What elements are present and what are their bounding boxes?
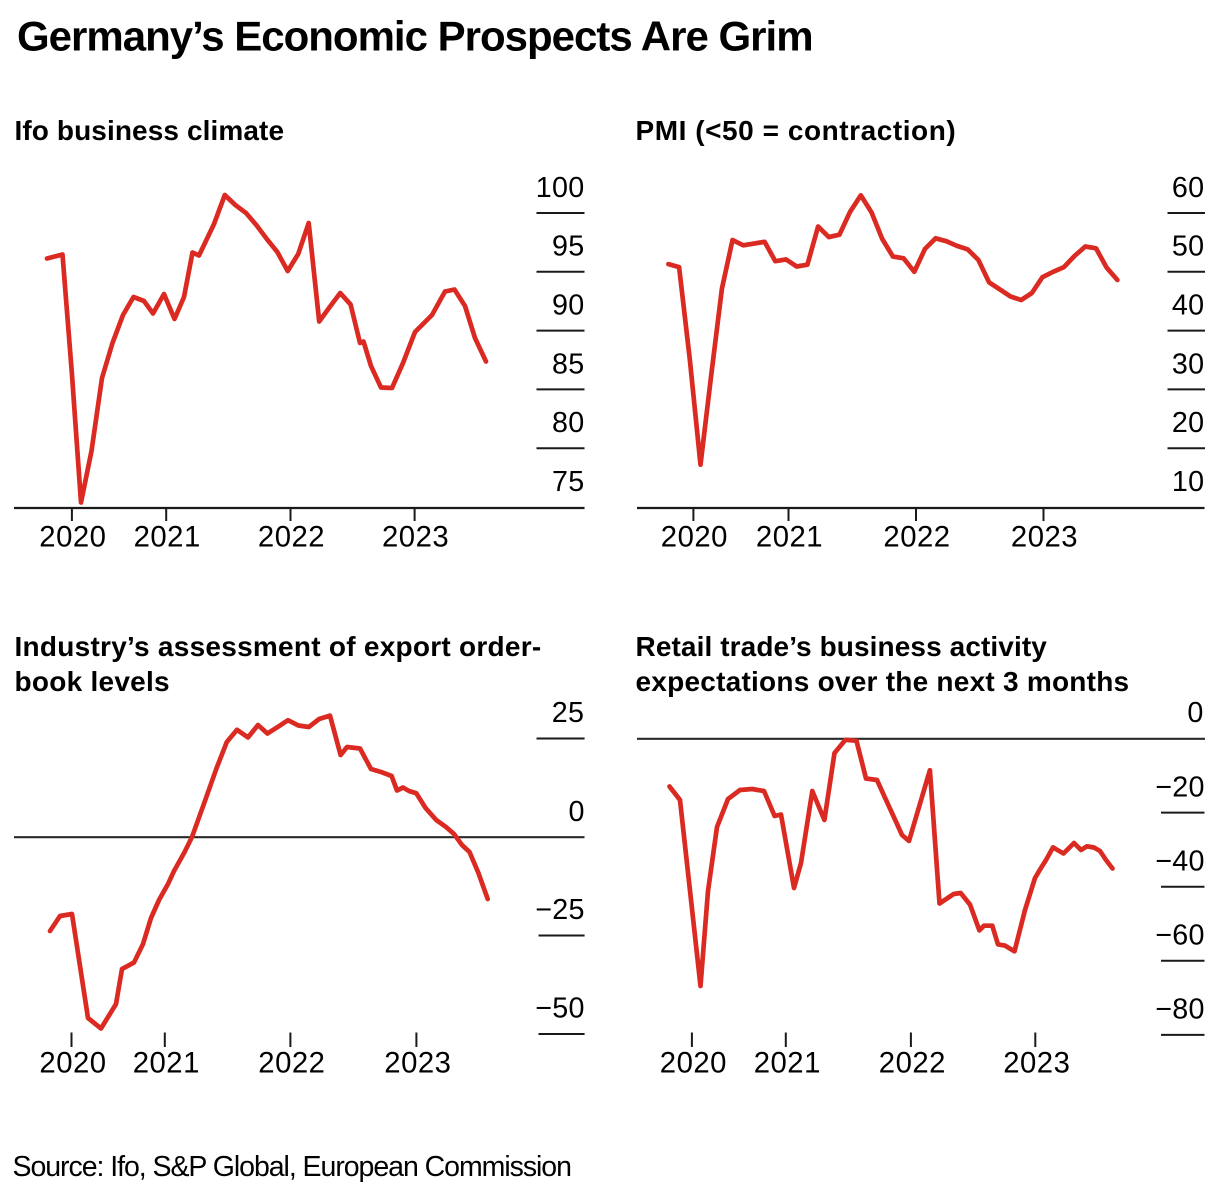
svg-text:−60: −60 xyxy=(1155,920,1205,952)
svg-text:2023: 2023 xyxy=(1011,520,1078,553)
svg-text:−50: −50 xyxy=(535,993,585,1025)
svg-text:90: 90 xyxy=(552,290,585,322)
svg-text:2022: 2022 xyxy=(879,1046,946,1079)
svg-text:2022: 2022 xyxy=(258,1046,325,1079)
svg-text:2023: 2023 xyxy=(382,520,449,553)
svg-text:Ifo business climate: Ifo business climate xyxy=(15,115,285,146)
svg-text:25: 25 xyxy=(552,697,585,729)
svg-text:20: 20 xyxy=(1172,407,1205,439)
svg-text:Germany’s Economic Prospects A: Germany’s Economic Prospects Are Grim xyxy=(17,13,813,60)
svg-text:2021: 2021 xyxy=(133,1046,200,1079)
svg-text:95: 95 xyxy=(552,231,585,263)
svg-text:85: 85 xyxy=(552,348,585,380)
svg-text:−80: −80 xyxy=(1155,994,1205,1026)
svg-text:book levels: book levels xyxy=(15,666,170,697)
svg-text:0: 0 xyxy=(1187,697,1203,729)
svg-text:Industry’s assessment of expor: Industry’s assessment of export order- xyxy=(15,631,542,662)
svg-text:75: 75 xyxy=(552,466,585,498)
svg-text:10: 10 xyxy=(1172,466,1205,498)
svg-text:expectations over the next 3 m: expectations over the next 3 months xyxy=(636,666,1130,697)
svg-text:2021: 2021 xyxy=(756,520,823,553)
svg-text:−20: −20 xyxy=(1155,771,1205,803)
svg-text:2022: 2022 xyxy=(258,520,325,553)
svg-text:−40: −40 xyxy=(1155,845,1205,877)
svg-text:100: 100 xyxy=(536,172,585,204)
svg-text:2020: 2020 xyxy=(661,520,728,553)
svg-text:PMI (<50 = contraction): PMI (<50 = contraction) xyxy=(636,115,957,146)
svg-text:2023: 2023 xyxy=(1003,1046,1070,1079)
svg-text:0: 0 xyxy=(569,796,585,828)
svg-text:30: 30 xyxy=(1172,348,1205,380)
svg-text:2021: 2021 xyxy=(134,520,201,553)
svg-text:2023: 2023 xyxy=(384,1046,451,1079)
svg-text:2020: 2020 xyxy=(39,1046,106,1079)
svg-text:2020: 2020 xyxy=(660,1046,727,1079)
svg-text:80: 80 xyxy=(552,407,585,439)
svg-text:Retail trade’s business activi: Retail trade’s business activity xyxy=(636,631,1048,662)
svg-text:60: 60 xyxy=(1172,172,1205,204)
svg-text:Source: Ifo, S&P Global, Europ: Source: Ifo, S&P Global, European Commis… xyxy=(13,1151,571,1183)
svg-text:2021: 2021 xyxy=(754,1046,821,1079)
svg-text:−25: −25 xyxy=(535,894,585,926)
svg-text:2020: 2020 xyxy=(39,520,106,553)
svg-text:40: 40 xyxy=(1172,290,1205,322)
svg-text:50: 50 xyxy=(1172,231,1205,263)
svg-text:2022: 2022 xyxy=(883,520,950,553)
